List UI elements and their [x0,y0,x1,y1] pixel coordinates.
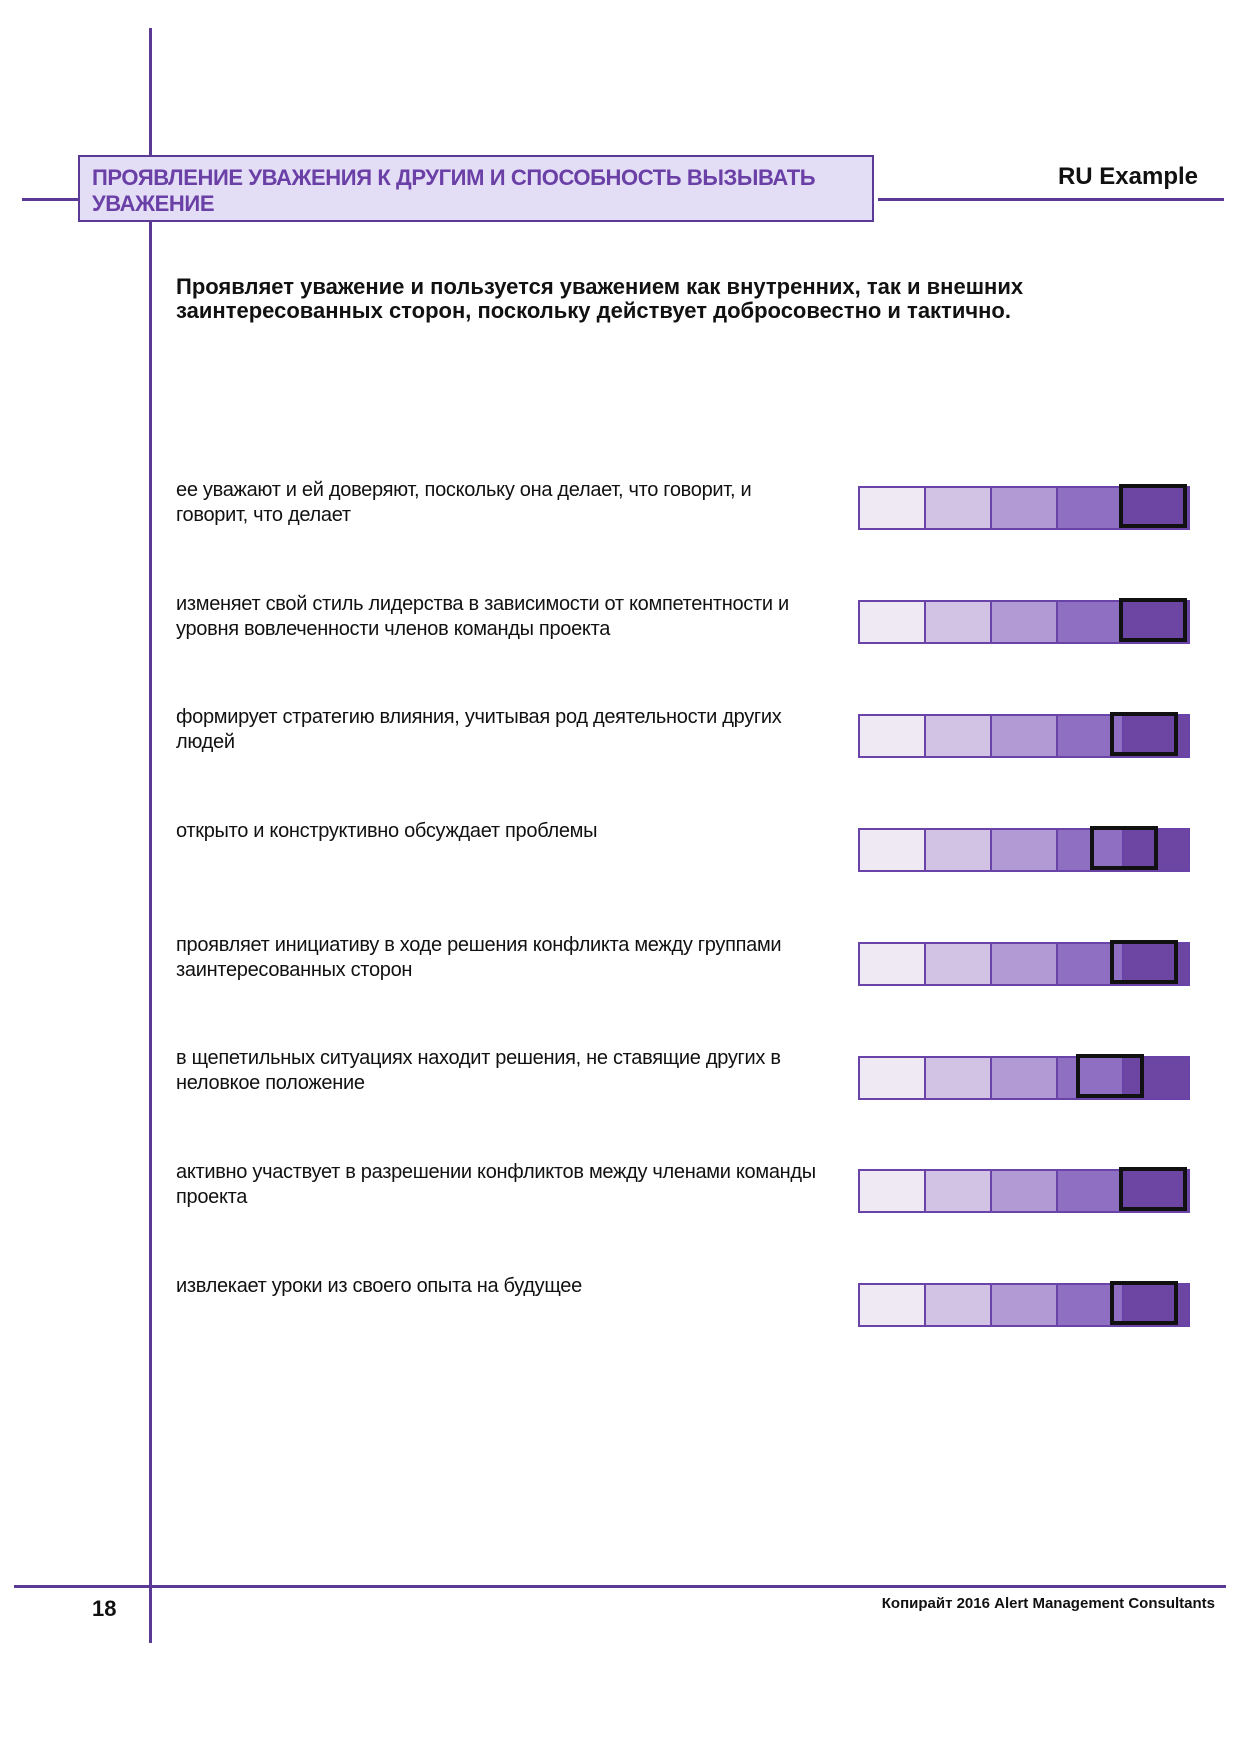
rating-marker [1119,1167,1188,1211]
scale-cell-5 [1124,488,1188,528]
scale-cell-2 [926,1058,992,1098]
rating-scale-7 [858,1167,1190,1213]
footer-rule [14,1585,1226,1588]
scale-cell-1 [860,830,926,870]
behavior-item-5: проявляет инициативу в ходе решения конф… [176,934,782,981]
scale-cell-4 [1058,602,1124,642]
rating-scale-6 [858,1054,1190,1100]
scale-cell-5 [1124,1058,1188,1098]
scale-cell-3 [992,488,1058,528]
scale-cell-2 [926,488,992,528]
scale-cell-3 [992,716,1058,756]
scale-cell-1 [860,1285,926,1325]
rating-marker [1119,598,1188,642]
scale-cells [858,828,1190,872]
scale-cell-5 [1124,602,1188,642]
rating-marker [1119,484,1188,528]
rating-marker [1109,1281,1178,1325]
scale-cell-4 [1058,1171,1124,1211]
scale-cell-2 [926,830,992,870]
scale-cells [858,486,1190,530]
scale-cells [858,1169,1190,1213]
header-rule-right [878,198,1224,201]
behavior-item-1: ее уважают и ей доверяют, поскольку она … [176,479,752,526]
rating-scale-1 [858,484,1190,530]
scale-cell-2 [926,1285,992,1325]
scale-cell-1 [860,602,926,642]
behavior-item-2: изменяет свой стиль лидерства в зависимо… [176,593,789,640]
header-rule-left [22,198,80,201]
rating-scale-4 [858,826,1190,872]
scale-cell-3 [992,944,1058,984]
rating-scale-3 [858,712,1190,758]
scale-cell-2 [926,944,992,984]
rating-marker [1089,826,1158,870]
scale-cell-1 [860,1171,926,1211]
scale-cell-1 [860,716,926,756]
page-number: 18 [92,1596,117,1621]
scale-cell-2 [926,1171,992,1211]
rating-marker [1109,940,1178,984]
scale-cell-3 [992,602,1058,642]
scale-cell-3 [992,1285,1058,1325]
behavior-item-8: извлекает уроки из своего опыта на будущ… [176,1275,582,1297]
scale-cell-3 [992,1058,1058,1098]
scale-cell-4 [1058,1058,1124,1098]
scale-cell-2 [926,716,992,756]
copyright-notice: Копирайт 2016 Alert Management Consultan… [881,1595,1215,1612]
scale-cell-3 [992,830,1058,870]
rating-marker [1076,1054,1145,1098]
scale-cell-4 [1058,488,1124,528]
report-label: RU Example [1057,163,1198,190]
rating-scale-2 [858,598,1190,644]
behavior-item-6: в щепетильных ситуациях находит решения,… [176,1047,781,1094]
scale-cell-1 [860,944,926,984]
behavior-item-7: активно участвует в разрешении конфликто… [176,1161,816,1208]
behavior-item-4: открыто и конструктивно обсуждает пробле… [176,820,598,842]
behavior-item-3: формирует стратегию влияния, учитывая ро… [176,706,782,753]
scale-cell-5 [1124,1171,1188,1211]
competency-description: Проявляет уважение и пользуется уважение… [176,274,1024,323]
section-title-text: ПРОЯВЛЕНИЕ УВАЖЕНИЯ К ДРУГИМ И СПОСОБНОС… [92,165,816,216]
rating-scale-5 [858,940,1190,986]
scale-cell-2 [926,602,992,642]
scale-cell-1 [860,1058,926,1098]
scale-cell-1 [860,488,926,528]
section-title: ПРОЯВЛЕНИЕ УВАЖЕНИЯ К ДРУГИМ И СПОСОБНОС… [78,155,874,222]
rating-marker [1109,712,1178,756]
scale-cells [858,1056,1190,1100]
scale-cells [858,600,1190,644]
left-vertical-rule [149,28,152,1643]
rating-scale-8 [858,1281,1190,1327]
scale-cell-3 [992,1171,1058,1211]
